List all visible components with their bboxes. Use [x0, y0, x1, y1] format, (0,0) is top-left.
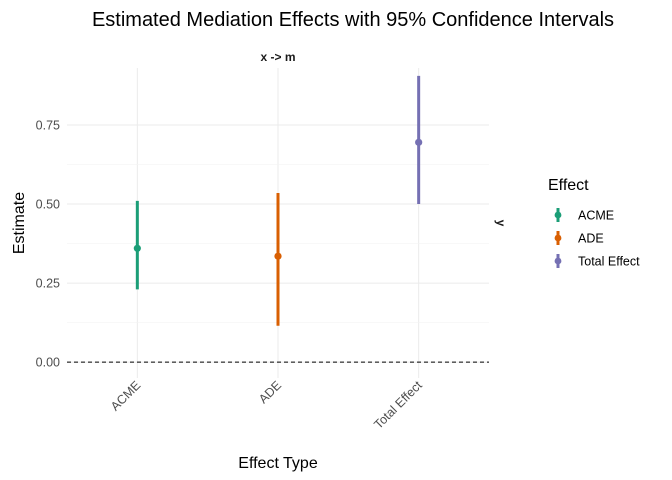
- x-axis-ticks: ACME ADE Total Effect: [108, 378, 425, 432]
- right-strip-label: y: [494, 220, 508, 227]
- legend-title: Effect: [548, 177, 589, 194]
- estimate-point-total-effect: [415, 138, 423, 146]
- legend: Effect ACME ADE Total Effect: [548, 177, 640, 269]
- legend-key-point: [554, 257, 562, 265]
- legend-key-point: [554, 234, 562, 242]
- x-axis-title: Effect Type: [238, 455, 318, 472]
- y-axis-title: Estimate: [11, 192, 28, 254]
- x-tick-label: ADE: [256, 378, 284, 406]
- chart-title: Estimated Mediation Effects with 95% Con…: [92, 9, 614, 31]
- y-tick-label: 0.75: [36, 118, 60, 132]
- estimate-point-acme: [133, 244, 141, 252]
- y-tick-label: 0.25: [36, 277, 60, 291]
- legend-label: ADE: [578, 232, 604, 246]
- x-tick-label: ACME: [108, 378, 143, 413]
- legend-label: Total Effect: [578, 255, 640, 269]
- x-tick-label: Total Effect: [371, 378, 425, 432]
- legend-items: ACME ADE Total Effect: [554, 208, 640, 269]
- y-tick-label: 0.00: [36, 356, 60, 370]
- legend-label: ACME: [578, 209, 614, 223]
- estimate-point-ade: [274, 252, 282, 260]
- y-tick-label: 0.50: [36, 198, 60, 212]
- legend-key-point: [554, 211, 562, 219]
- y-axis-ticks: 0.00 0.25 0.50 0.75: [36, 118, 60, 369]
- error-bars: [133, 75, 423, 326]
- facet-strip-label: x -> m: [260, 50, 295, 64]
